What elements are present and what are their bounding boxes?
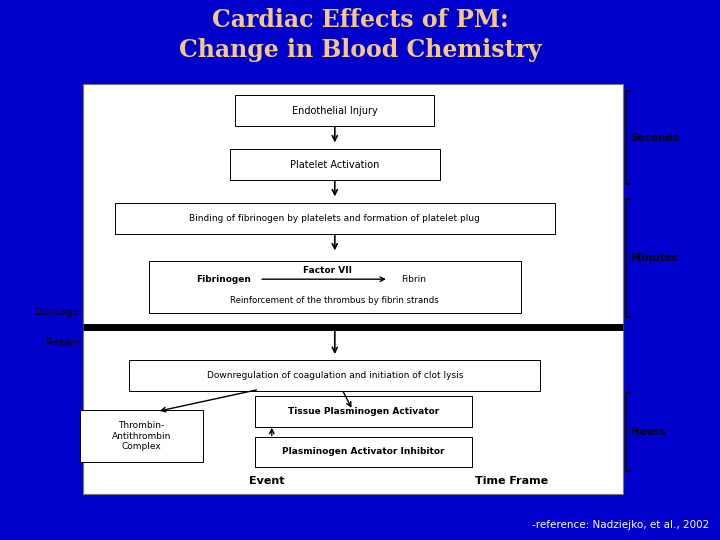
FancyBboxPatch shape xyxy=(149,261,521,313)
FancyBboxPatch shape xyxy=(115,203,554,234)
Text: Cardiac Effects of PM:
Change in Blood Chemistry: Cardiac Effects of PM: Change in Blood C… xyxy=(179,8,541,62)
Text: Endothelial Injury: Endothelial Injury xyxy=(292,106,378,116)
Text: Fibrin: Fibrin xyxy=(402,275,426,284)
FancyBboxPatch shape xyxy=(235,95,434,126)
Text: Repair: Repair xyxy=(46,338,79,348)
FancyBboxPatch shape xyxy=(256,396,472,427)
Text: Fibrinogen: Fibrinogen xyxy=(196,275,251,284)
Text: Tissue Plasminogen Activator: Tissue Plasminogen Activator xyxy=(288,407,439,416)
Text: Downregulation of coagulation and initiation of clot lysis: Downregulation of coagulation and initia… xyxy=(207,371,463,380)
Text: Thrombin-
Antithrombin
Complex: Thrombin- Antithrombin Complex xyxy=(112,421,171,451)
Text: Plasminogen Activator Inhibitor: Plasminogen Activator Inhibitor xyxy=(282,448,445,456)
Text: Hours: Hours xyxy=(631,427,665,437)
Text: Seconds: Seconds xyxy=(631,133,680,143)
Text: Reinforcement of the thrombus by fibrin strands: Reinforcement of the thrombus by fibrin … xyxy=(230,296,439,305)
Text: -reference: Nadziejko, et al., 2002: -reference: Nadziejko, et al., 2002 xyxy=(532,520,709,530)
Text: Platelet Activation: Platelet Activation xyxy=(290,160,379,170)
Text: Time Frame: Time Frame xyxy=(474,476,548,485)
Text: Binding of fibrinogen by platelets and formation of platelet plug: Binding of fibrinogen by platelets and f… xyxy=(189,214,480,223)
FancyBboxPatch shape xyxy=(79,410,203,462)
Text: Minutes: Minutes xyxy=(631,253,678,263)
FancyBboxPatch shape xyxy=(256,437,472,467)
FancyBboxPatch shape xyxy=(130,360,540,391)
FancyBboxPatch shape xyxy=(83,84,623,494)
Text: Damage: Damage xyxy=(35,307,79,316)
Text: Event: Event xyxy=(248,476,284,485)
FancyBboxPatch shape xyxy=(230,149,440,180)
Text: Factor VII: Factor VII xyxy=(303,266,352,275)
